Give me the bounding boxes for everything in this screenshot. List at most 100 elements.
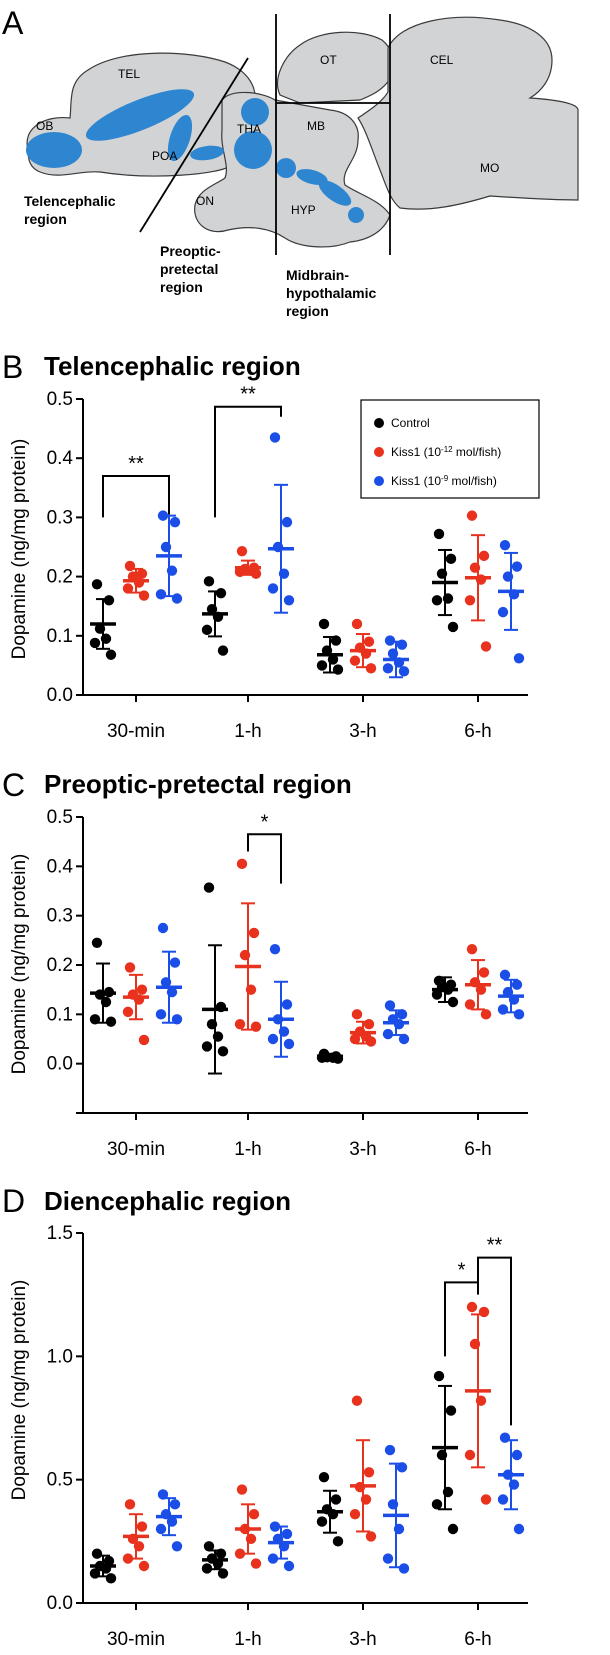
legend-label-kiss-high: Kiss1 (10-9 mol/fish) <box>391 474 497 489</box>
data-point-kiss_low <box>124 1499 136 1510</box>
data-point-kiss_high <box>171 1541 183 1552</box>
legend-label-kiss-low: Kiss1 (10-12 mol/fish) <box>391 445 501 460</box>
significance-bracket <box>214 405 282 518</box>
y-tick-label: 1.0 <box>47 1346 73 1367</box>
data-point-kiss_low <box>365 1531 377 1542</box>
data-point-kiss_low <box>466 944 478 955</box>
significance-label: * <box>261 811 269 833</box>
data-point-kiss_high <box>283 1038 295 1050</box>
data-point-kiss_high <box>382 1553 394 1564</box>
data-point-kiss_high <box>283 1560 295 1572</box>
data-point-kiss_low <box>464 595 476 606</box>
data-point-control <box>445 553 457 565</box>
y-tick-label: 0.0 <box>47 1593 73 1614</box>
legend-box <box>360 399 540 499</box>
data-point-control <box>89 637 101 649</box>
data-point-kiss_high <box>511 1449 523 1461</box>
data-point-control <box>316 660 328 671</box>
nuclei-highlights <box>26 89 364 223</box>
legend-label-control: Control <box>391 416 430 430</box>
data-point-kiss_low <box>351 1009 363 1020</box>
legend-marker-kiss-high <box>374 476 384 486</box>
data-point-kiss_low <box>466 1301 478 1313</box>
data-point-control <box>103 595 115 606</box>
chart-panel-b: B Telencephalic region Dopamine (ng/mg p… <box>2 349 540 742</box>
data-point-kiss_low <box>480 641 492 652</box>
x-tick-label: 30-min <box>107 1139 165 1160</box>
data-point-control <box>431 1499 443 1510</box>
data-point-control <box>316 1516 328 1527</box>
data-point-kiss_low <box>248 1509 260 1520</box>
data-point-kiss_high <box>155 589 167 600</box>
data-point-kiss_high <box>171 593 183 604</box>
data-point-control <box>318 618 330 630</box>
data-point-control <box>91 579 103 590</box>
data-point-kiss_high <box>267 1033 279 1045</box>
legend-marker-kiss-low <box>374 447 384 457</box>
region-midbrain-line1: Midbrain- <box>286 267 349 283</box>
data-point-kiss_low <box>250 1558 262 1569</box>
data-point-control <box>91 1548 103 1559</box>
data-point-control <box>105 1573 117 1584</box>
data-point-kiss_high <box>169 1499 181 1510</box>
data-point-control <box>217 1568 229 1579</box>
data-point-kiss_high <box>169 957 181 968</box>
data-point-kiss_high <box>281 516 293 528</box>
data-point-kiss_low <box>124 962 136 973</box>
data-point-control <box>201 1563 213 1574</box>
data-point-kiss_low <box>351 618 363 630</box>
y-axis-label-d: Dopamine (ng/mg protein) <box>9 1280 30 1501</box>
data-point-kiss_low <box>236 545 248 557</box>
data-point-control <box>105 649 117 660</box>
data-point-kiss_low <box>464 999 476 1010</box>
significance-bracket <box>477 1256 512 1426</box>
data-point-kiss_high <box>497 606 509 618</box>
data-point-kiss_high <box>169 516 181 528</box>
significance-label: ** <box>128 453 144 475</box>
chart-title-d: Diencephalic region <box>44 1186 291 1216</box>
data-point-kiss_low <box>363 1467 375 1478</box>
data-point-kiss_high <box>513 1523 525 1535</box>
panel-letter-a: A <box>2 5 24 41</box>
x-tick-label: 30-min <box>107 1629 165 1650</box>
label-tel: TEL <box>118 67 140 81</box>
data-point-control <box>330 1494 342 1505</box>
x-tick-label: 1-h <box>234 1629 261 1650</box>
data-point-kiss_low <box>136 984 148 995</box>
data-point-control <box>332 1536 344 1547</box>
y-tick-label: 0.1 <box>47 1004 73 1025</box>
data-point-kiss_high <box>497 1494 509 1505</box>
legend: Control Kiss1 (10-12 mol/fish) Kiss1 (10… <box>360 399 540 499</box>
x-tick-label: 6-h <box>464 1139 491 1160</box>
significance-bracket <box>102 474 170 518</box>
y-tick-label: 0.5 <box>47 1470 73 1491</box>
data-point-kiss_high <box>269 432 281 443</box>
data-point-kiss_high <box>281 999 293 1010</box>
data-point-kiss_low <box>122 1553 134 1564</box>
label-hyp: HYP <box>291 203 316 217</box>
data-point-kiss_high <box>384 635 396 646</box>
y-tick-label: 0.5 <box>47 807 73 828</box>
region-preoptic-line2: pretectal <box>160 261 218 277</box>
data-point-kiss_high <box>269 944 281 955</box>
data-point-kiss_high <box>281 1528 293 1540</box>
data-point-kiss_low <box>138 1560 150 1572</box>
data-point-kiss_high <box>157 1489 169 1500</box>
legend-marker-control <box>374 418 384 428</box>
data-point-kiss_high <box>396 1009 408 1020</box>
x-tick-label: 6-h <box>464 721 491 742</box>
data-point-control <box>318 1472 330 1483</box>
y-tick-label: 0.4 <box>47 448 74 469</box>
y-tick-label: 0.4 <box>47 856 74 877</box>
data-point-kiss_low <box>122 1006 134 1018</box>
region-midbrain-line3: region <box>286 303 329 319</box>
data-point-kiss_high <box>267 1553 279 1564</box>
data-point-kiss_low <box>138 1034 150 1046</box>
data-point-kiss_low <box>478 967 490 978</box>
chart-panel-c: C Preoptic-pretectal region Dopamine (ng… <box>2 767 528 1160</box>
data-point-control <box>447 996 459 1008</box>
data-point-kiss_high <box>396 1462 408 1473</box>
data-point-kiss_high <box>384 1000 396 1011</box>
brain-schematic: A <box>2 5 579 319</box>
